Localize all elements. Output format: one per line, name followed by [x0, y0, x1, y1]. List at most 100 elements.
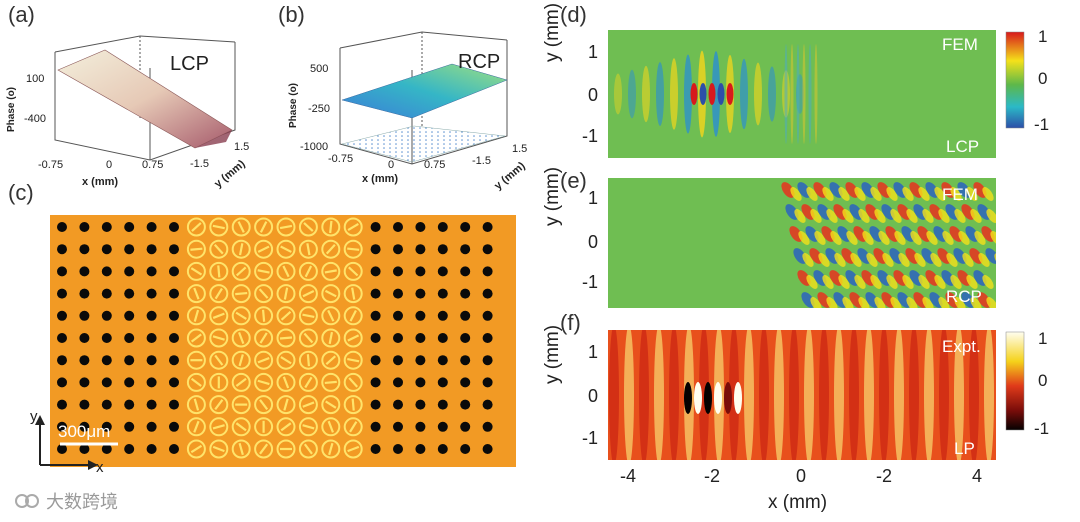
- wavefront: [954, 330, 964, 460]
- wave-lobe: [797, 182, 811, 198]
- meta-atom: [276, 350, 296, 370]
- meta-atom: [298, 328, 318, 348]
- wave-lobe: [809, 248, 823, 264]
- wave-lobe: [801, 204, 815, 220]
- colorbar-fem-tick-1: 1: [1038, 30, 1047, 46]
- wavefront: [614, 73, 622, 115]
- hole: [393, 222, 403, 232]
- colorbar-expt-tick-2: 0: [1038, 371, 1047, 390]
- field-map-lcp: FEM LCP: [608, 30, 996, 158]
- hole: [482, 355, 493, 366]
- meta-atom: [276, 439, 296, 459]
- hole: [393, 288, 403, 299]
- meta-atom: [321, 284, 341, 304]
- panel-d-label: (d): [560, 2, 587, 27]
- panel-a-xtick-2: 0: [106, 159, 112, 171]
- hole: [146, 244, 157, 255]
- panel-f-method: Expt.: [942, 337, 981, 356]
- hole: [370, 310, 381, 321]
- panel-c-sample: 300μm y x: [30, 215, 516, 476]
- wave-lobe: [977, 292, 991, 308]
- hole: [146, 222, 157, 232]
- meta-atom: [209, 284, 229, 304]
- hole: [460, 244, 471, 255]
- hole: [124, 288, 135, 299]
- meta-atom: [254, 284, 274, 304]
- wave-lobe: [881, 292, 895, 308]
- hole: [124, 266, 135, 277]
- scale-bar-label: 300μm: [58, 422, 110, 441]
- meta-atom: [343, 372, 363, 392]
- hole: [146, 444, 157, 454]
- meta-atom: [231, 417, 251, 437]
- panel-b-title: RCP: [458, 51, 500, 73]
- hole: [482, 421, 493, 432]
- hole: [79, 421, 90, 432]
- meta-atom-array: [186, 217, 363, 459]
- meta-atom: [209, 372, 229, 392]
- hole: [370, 222, 381, 232]
- wave-lobe: [909, 182, 923, 198]
- wavefront: [656, 62, 664, 126]
- hole: [79, 355, 90, 366]
- meta-atom: [321, 328, 341, 348]
- hole: [415, 333, 426, 343]
- wave-lobe: [841, 248, 855, 264]
- hole: [146, 377, 157, 388]
- focal-spot: [684, 382, 692, 414]
- hole: [101, 444, 112, 454]
- meta-atom: [343, 328, 363, 348]
- wavefront: [669, 330, 679, 460]
- wavefront: [754, 62, 762, 126]
- colorbar-fem: 1 0 -1: [1005, 30, 1049, 134]
- wave-lobe: [961, 204, 975, 220]
- meta-atom: [186, 328, 206, 348]
- hole: [370, 399, 381, 410]
- meta-atom: [186, 372, 206, 392]
- panel-d-ytick-3: -1: [582, 126, 599, 146]
- wave-lobe: [905, 248, 919, 264]
- hole: [101, 421, 112, 432]
- hole: [124, 355, 135, 366]
- hole: [79, 444, 90, 454]
- meta-atom: [186, 217, 206, 237]
- hole: [393, 266, 403, 277]
- hole: [415, 288, 426, 299]
- meta-atom: [298, 350, 318, 370]
- hole: [437, 333, 448, 343]
- meta-atom: [186, 439, 206, 459]
- meta-atom: [343, 395, 363, 415]
- meta-atom: [298, 439, 318, 459]
- meta-atom: [298, 284, 318, 304]
- meta-atom: [186, 395, 206, 415]
- wave-lobe: [937, 248, 951, 264]
- panel-f-xtick-3: 0: [796, 466, 807, 486]
- hole: [415, 244, 426, 255]
- hole: [169, 399, 179, 410]
- panel-b-ztick-1: 500: [310, 63, 328, 75]
- meta-atom: [343, 306, 363, 326]
- meta-atom: [231, 261, 251, 281]
- hole: [393, 377, 403, 388]
- wave-lobe: [865, 292, 879, 308]
- hole: [57, 244, 67, 255]
- wave-lobe: [969, 248, 983, 264]
- wave-lobe: [837, 226, 851, 242]
- wave-lobe: [817, 204, 831, 220]
- panel-b-ylabel: y (mm): [492, 160, 528, 193]
- focal-spot: [699, 83, 707, 105]
- meta-atom: [298, 239, 318, 259]
- hole-array: [57, 222, 493, 454]
- panel-a-xtick-1: -0.75: [38, 159, 63, 171]
- meta-atom: [276, 395, 296, 415]
- watermark-logo-icon: [15, 494, 39, 508]
- wave-lobe: [945, 292, 959, 308]
- meta-atom: [298, 261, 318, 281]
- hole: [370, 355, 381, 366]
- wavefront: [834, 330, 844, 460]
- panel-f-xtick-5: 4: [972, 466, 983, 486]
- panel-d-ytick-2: 0: [588, 85, 599, 105]
- hole: [79, 377, 90, 388]
- wavefront: [744, 330, 754, 460]
- focal-spot: [704, 382, 712, 414]
